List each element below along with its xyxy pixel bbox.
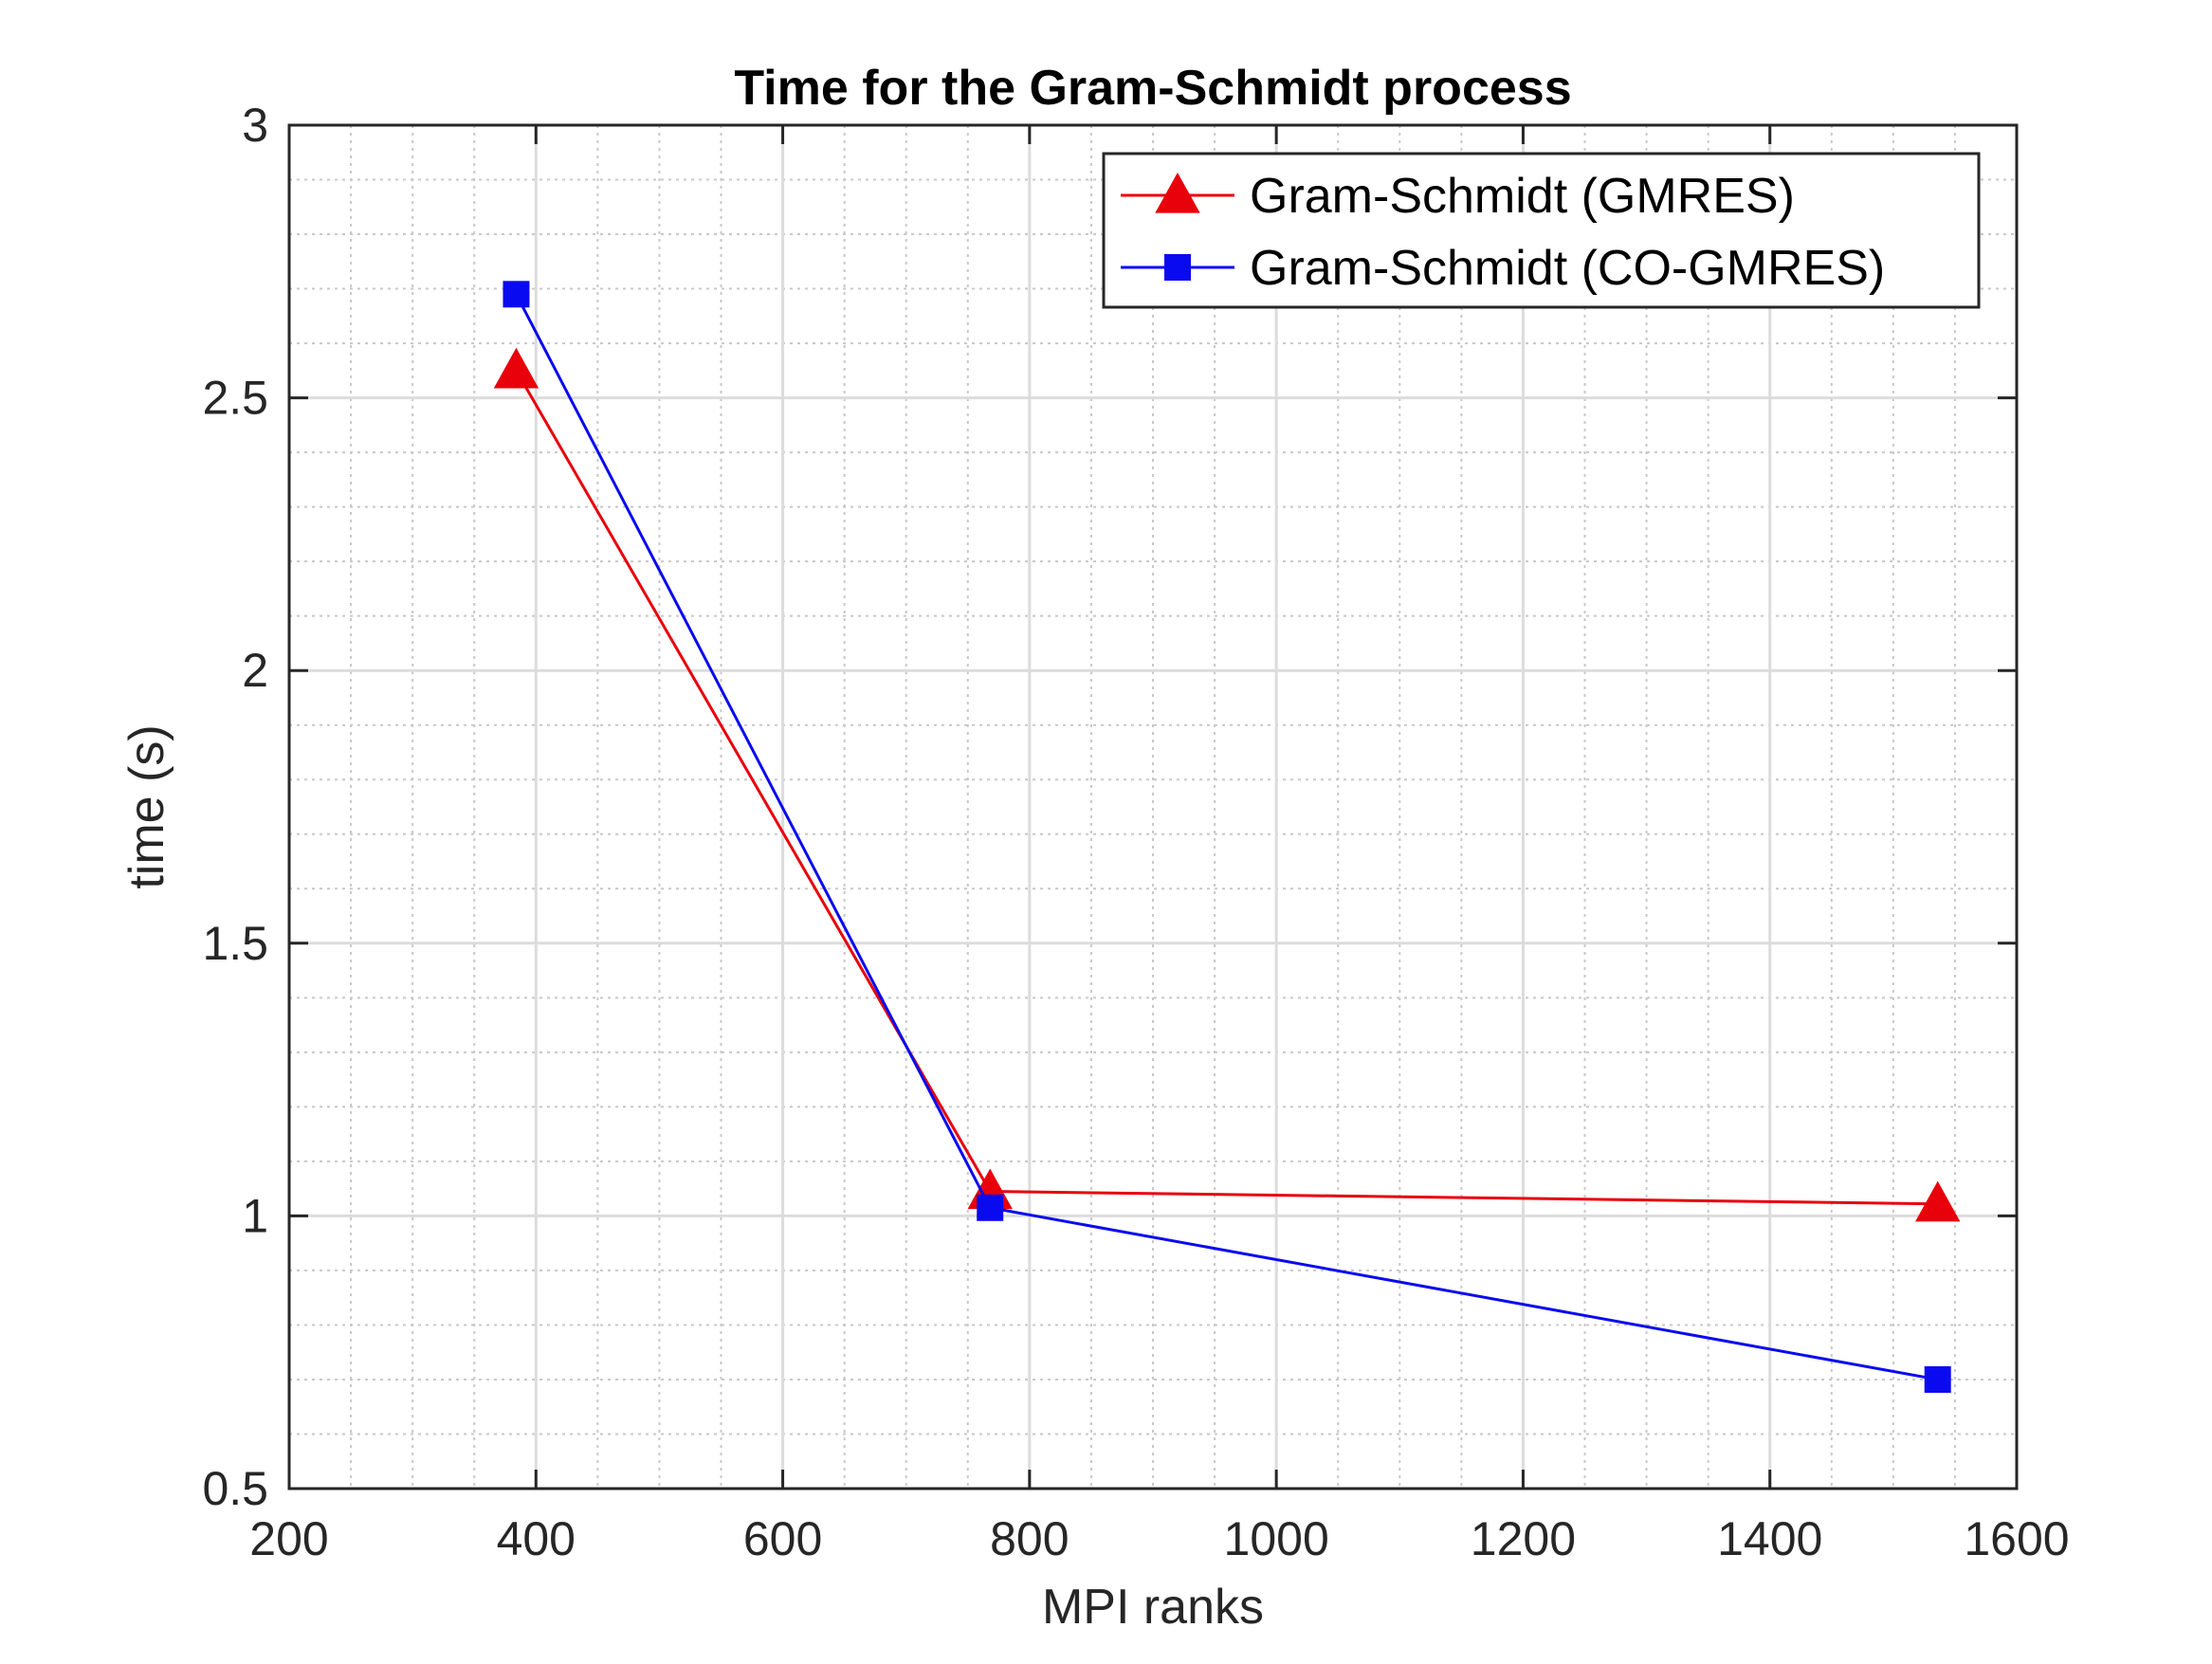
y-tick-label: 2.5 [202,372,268,425]
axes-frame [287,123,2019,1490]
x-tick-label: 1400 [1717,1512,1822,1565]
tick-labels: 200 400 600 800 1000 1200 1400 1600 0.5 1 1.5 2 2.5 3 [202,99,2069,1565]
x-tick-label: 1200 [1471,1512,1576,1565]
x-tick-label: 1000 [1224,1512,1329,1565]
series-2-point [503,281,530,308]
series-1-point [1915,1180,1961,1222]
x-axis-label: MPI ranks [1042,1580,1264,1635]
series-2-point [1924,1365,1951,1393]
y-tick-label: 1.5 [202,917,268,970]
series-layer [493,281,1961,1393]
legend-marker-1 [1155,172,1200,213]
legend: Gram-Schmidt (GMRES) Gram-Schmidt (CO-GMR… [1102,152,1981,309]
axis-ticks [287,123,2019,1490]
x-tick-label: 1600 [1964,1512,2069,1565]
series-2-point [977,1194,1004,1221]
series-2 [503,281,1951,1393]
legend-label-1: Gram-Schmidt (GMRES) [1250,169,1795,224]
series-1-point [493,347,539,389]
x-tick-label: 400 [497,1512,576,1565]
x-tick-label: 600 [743,1512,822,1565]
y-tick-label: 3 [242,99,268,152]
x-tick-label: 200 [249,1512,328,1565]
y-tick-label: 0.5 [202,1462,268,1515]
chart-title: Time for the Gram-Schmidt process [734,61,1571,116]
legend-marker-2 [1164,254,1191,281]
y-tick-label: 1 [242,1189,268,1242]
x-tick-label: 800 [990,1512,1069,1565]
y-tick-label: 2 [242,644,268,697]
legend-label-2: Gram-Schmidt (CO-GMRES) [1250,241,1885,296]
legend-box [1102,152,1981,309]
plot-area [289,125,2017,1489]
y-axis-label: time (s) [119,724,174,888]
